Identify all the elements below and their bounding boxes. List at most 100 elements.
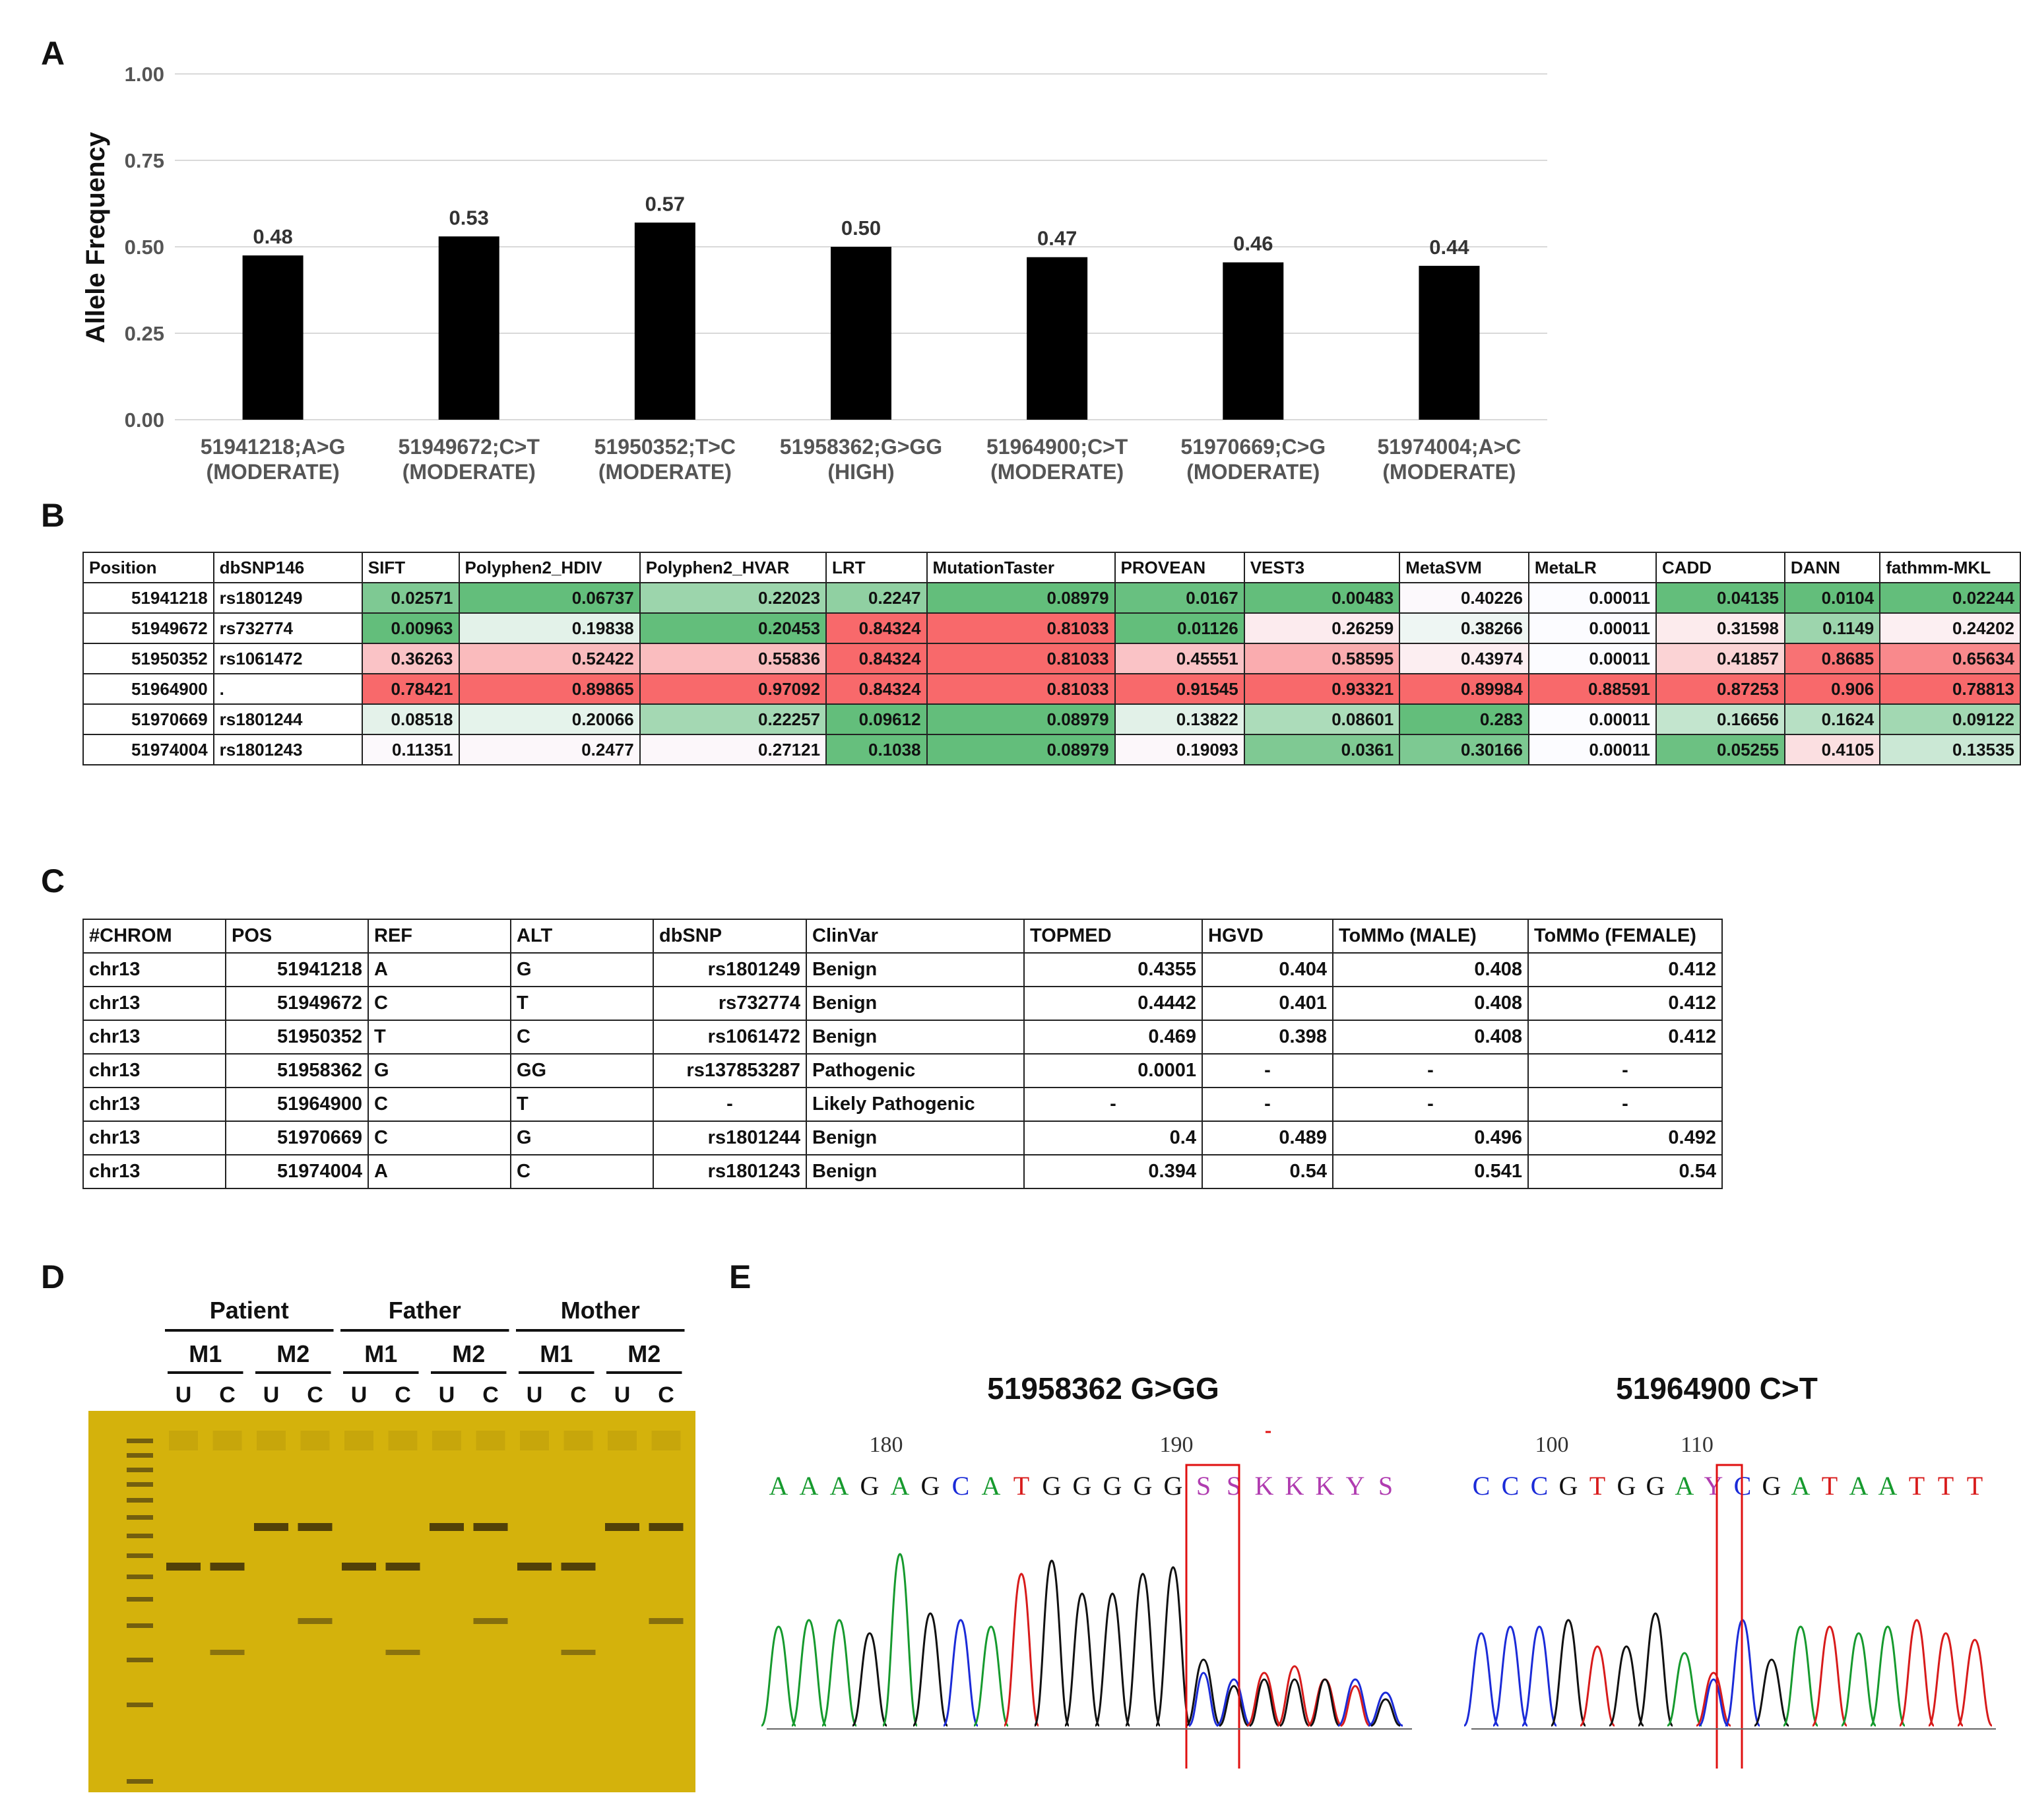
position-cell: 51970669 <box>82 703 214 735</box>
score-cell: 0.45551 <box>1114 643 1245 674</box>
column-header: DANN <box>1783 552 1881 583</box>
base-call: G <box>1646 1471 1665 1501</box>
base-call: T <box>1938 1471 1954 1501</box>
gel-marker-label: M2 <box>627 1340 660 1367</box>
score-cell: 0.2477 <box>458 734 641 765</box>
table-cell: 0.408 <box>1332 1020 1529 1055</box>
score-cell: 0.00011 <box>1527 703 1657 735</box>
table-cell: GG <box>510 1053 654 1088</box>
score-cell: 0.81033 <box>926 643 1116 674</box>
gel-lane-label: U <box>263 1382 280 1408</box>
score-cell: 0.4105 <box>1783 734 1881 765</box>
table-cell: - <box>1202 1087 1333 1122</box>
x-tick-label: (MODERATE) <box>402 460 536 484</box>
table-cell: - <box>1332 1087 1529 1122</box>
table-cell: 0.412 <box>1527 986 1723 1021</box>
trace-peak <box>1094 1592 1131 1727</box>
table-cell: - <box>1023 1087 1203 1122</box>
bar-value-label: 0.47 <box>1037 227 1077 250</box>
score-cell: 0.0104 <box>1783 582 1881 614</box>
score-cell: 0.00011 <box>1527 612 1657 644</box>
column-header: VEST3 <box>1243 552 1401 583</box>
score-cell: 0.00483 <box>1243 582 1401 614</box>
position-cell: 51964900 <box>82 673 214 705</box>
bar <box>1419 265 1480 420</box>
table-cell: - <box>1527 1087 1723 1122</box>
table-cell: - <box>1332 1053 1529 1088</box>
base-call: K <box>1285 1471 1304 1501</box>
column-header: ToMMo (FEMALE) <box>1527 919 1723 954</box>
score-cell: 0.22257 <box>639 703 827 735</box>
trace-peak <box>1249 1678 1279 1727</box>
left-position-190: 190 <box>1160 1433 1194 1457</box>
score-cell: 0.1149 <box>1783 612 1881 644</box>
table-cell: - <box>653 1087 807 1122</box>
table-cell: 51950352 <box>225 1020 369 1055</box>
dbsnp-cell: rs1801243 <box>212 734 363 765</box>
position-cell: 51950352 <box>82 643 214 674</box>
gel-group-label: Patient <box>210 1297 289 1324</box>
base-call: T <box>1589 1471 1605 1501</box>
column-header: HGVD <box>1202 919 1333 954</box>
table-cell: 0.408 <box>1332 986 1529 1021</box>
gel-lane-label: C <box>482 1382 499 1408</box>
trace-peak <box>1463 1632 1500 1727</box>
panel-label-c: C <box>41 862 65 899</box>
score-cell: 0.05255 <box>1655 734 1785 765</box>
trace-peak <box>1521 1625 1558 1727</box>
column-header: #CHROM <box>82 919 226 954</box>
table-cell: 0.489 <box>1202 1121 1333 1155</box>
table-row: 51950352 rs1061472 0.36263 0.52422 0.55836 0.… <box>82 643 2021 674</box>
gel-lane-label: U <box>176 1382 192 1408</box>
y-tick-label: 0.75 <box>125 149 164 172</box>
gel-lane-label: U <box>439 1382 455 1408</box>
table-cell: 0.394 <box>1023 1154 1203 1189</box>
trace-peak <box>1279 1678 1310 1727</box>
trace-peak <box>1307 1678 1343 1727</box>
table-cell: 0.412 <box>1527 1020 1723 1055</box>
trace-peak <box>1608 1645 1645 1727</box>
column-header: SIFT <box>361 552 460 583</box>
gel-image <box>88 1411 695 1792</box>
table-row: 51970669 rs1801244 0.08518 0.20066 0.22257 0.… <box>82 703 2021 735</box>
base-call: A <box>1878 1471 1898 1501</box>
score-cell: 0.87253 <box>1655 673 1785 705</box>
trace-peak <box>1003 1573 1040 1727</box>
score-cell: 0.283 <box>1399 703 1529 735</box>
table-cell: Benign <box>806 1154 1025 1189</box>
score-cell: 0.30166 <box>1399 734 1529 765</box>
score-cell: 0.38266 <box>1399 612 1529 644</box>
trace-peak <box>912 1612 949 1727</box>
y-tick-label: 0.00 <box>125 408 164 432</box>
table-cell: G <box>510 952 654 987</box>
table-cell: 0.54 <box>1527 1154 1723 1189</box>
allele-frequency-bar-chart: 0.00 0.25 0.50 0.75 1.00 0.48 0.53 0.57 0.50 0.4… <box>81 63 1547 484</box>
column-header: LRT <box>825 552 928 583</box>
gel-lane-label: C <box>658 1382 674 1408</box>
trace-peak <box>1666 1652 1703 1727</box>
y-axis-label: Allele Frequency <box>81 131 110 343</box>
score-cell: 0.65634 <box>1879 643 2021 674</box>
base-call: G <box>1617 1471 1636 1501</box>
trace-peak <box>1124 1573 1161 1727</box>
score-cell: 0.00011 <box>1527 734 1657 765</box>
column-header: POS <box>225 919 369 954</box>
trace-peak <box>1033 1559 1070 1727</box>
score-cell: 0.02571 <box>361 582 460 614</box>
score-cell: 0.02244 <box>1879 582 2021 614</box>
panel-label-d: D <box>41 1258 65 1295</box>
column-header: REF <box>368 919 511 954</box>
trace-peak <box>1898 1619 1935 1727</box>
gel-lane-label: U <box>614 1382 631 1408</box>
table-cell: C <box>368 1087 511 1122</box>
table-cell: 51974004 <box>225 1154 369 1189</box>
base-call: A <box>830 1471 849 1501</box>
panel-label-e: E <box>729 1258 752 1295</box>
trace-peak <box>1219 1685 1249 1727</box>
score-cell: 0.43974 <box>1399 643 1529 674</box>
bar-value-label: 0.44 <box>1429 236 1469 259</box>
table-cell: 0.541 <box>1332 1154 1529 1189</box>
trace-peak <box>790 1619 827 1727</box>
score-cell: 0.20066 <box>458 703 641 735</box>
